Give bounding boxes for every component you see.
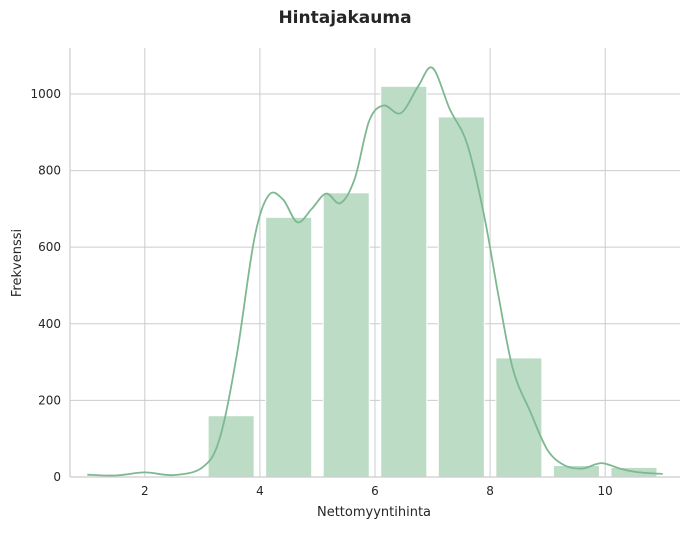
grid-layer (70, 48, 680, 478)
kde-line (87, 66, 663, 477)
tick-layer: 2 4 6 8 10 0 200 400 600 800 1000 (30, 87, 612, 498)
histogram-bar (495, 357, 543, 478)
x-tick-label: 10 (598, 484, 613, 498)
y-tick-label: 800 (38, 164, 61, 178)
bar-layer (207, 85, 658, 478)
x-tick-label: 4 (256, 484, 264, 498)
y-tick-label: 200 (38, 393, 61, 407)
histogram-bar (380, 85, 428, 478)
y-tick-label: 400 (38, 317, 61, 331)
histogram-bar (322, 192, 370, 478)
histogram-bar (207, 415, 255, 478)
x-tick-label: 2 (141, 484, 149, 498)
x-tick-label: 8 (486, 484, 494, 498)
chart-title: Hintajakauma (278, 8, 411, 28)
histogram-bar (437, 116, 485, 478)
y-tick-label: 0 (53, 470, 61, 484)
x-tick-label: 6 (371, 484, 379, 498)
y-tick-label: 1000 (30, 87, 61, 101)
kde-layer (87, 66, 663, 477)
spine-layer (69, 48, 680, 478)
y-axis-label: Frekvenssi (10, 229, 25, 297)
histogram-bar (552, 465, 600, 478)
y-tick-label: 600 (38, 240, 61, 254)
histogram-bar (265, 216, 313, 478)
x-axis-label: Nettomyyntihinta (317, 505, 431, 520)
